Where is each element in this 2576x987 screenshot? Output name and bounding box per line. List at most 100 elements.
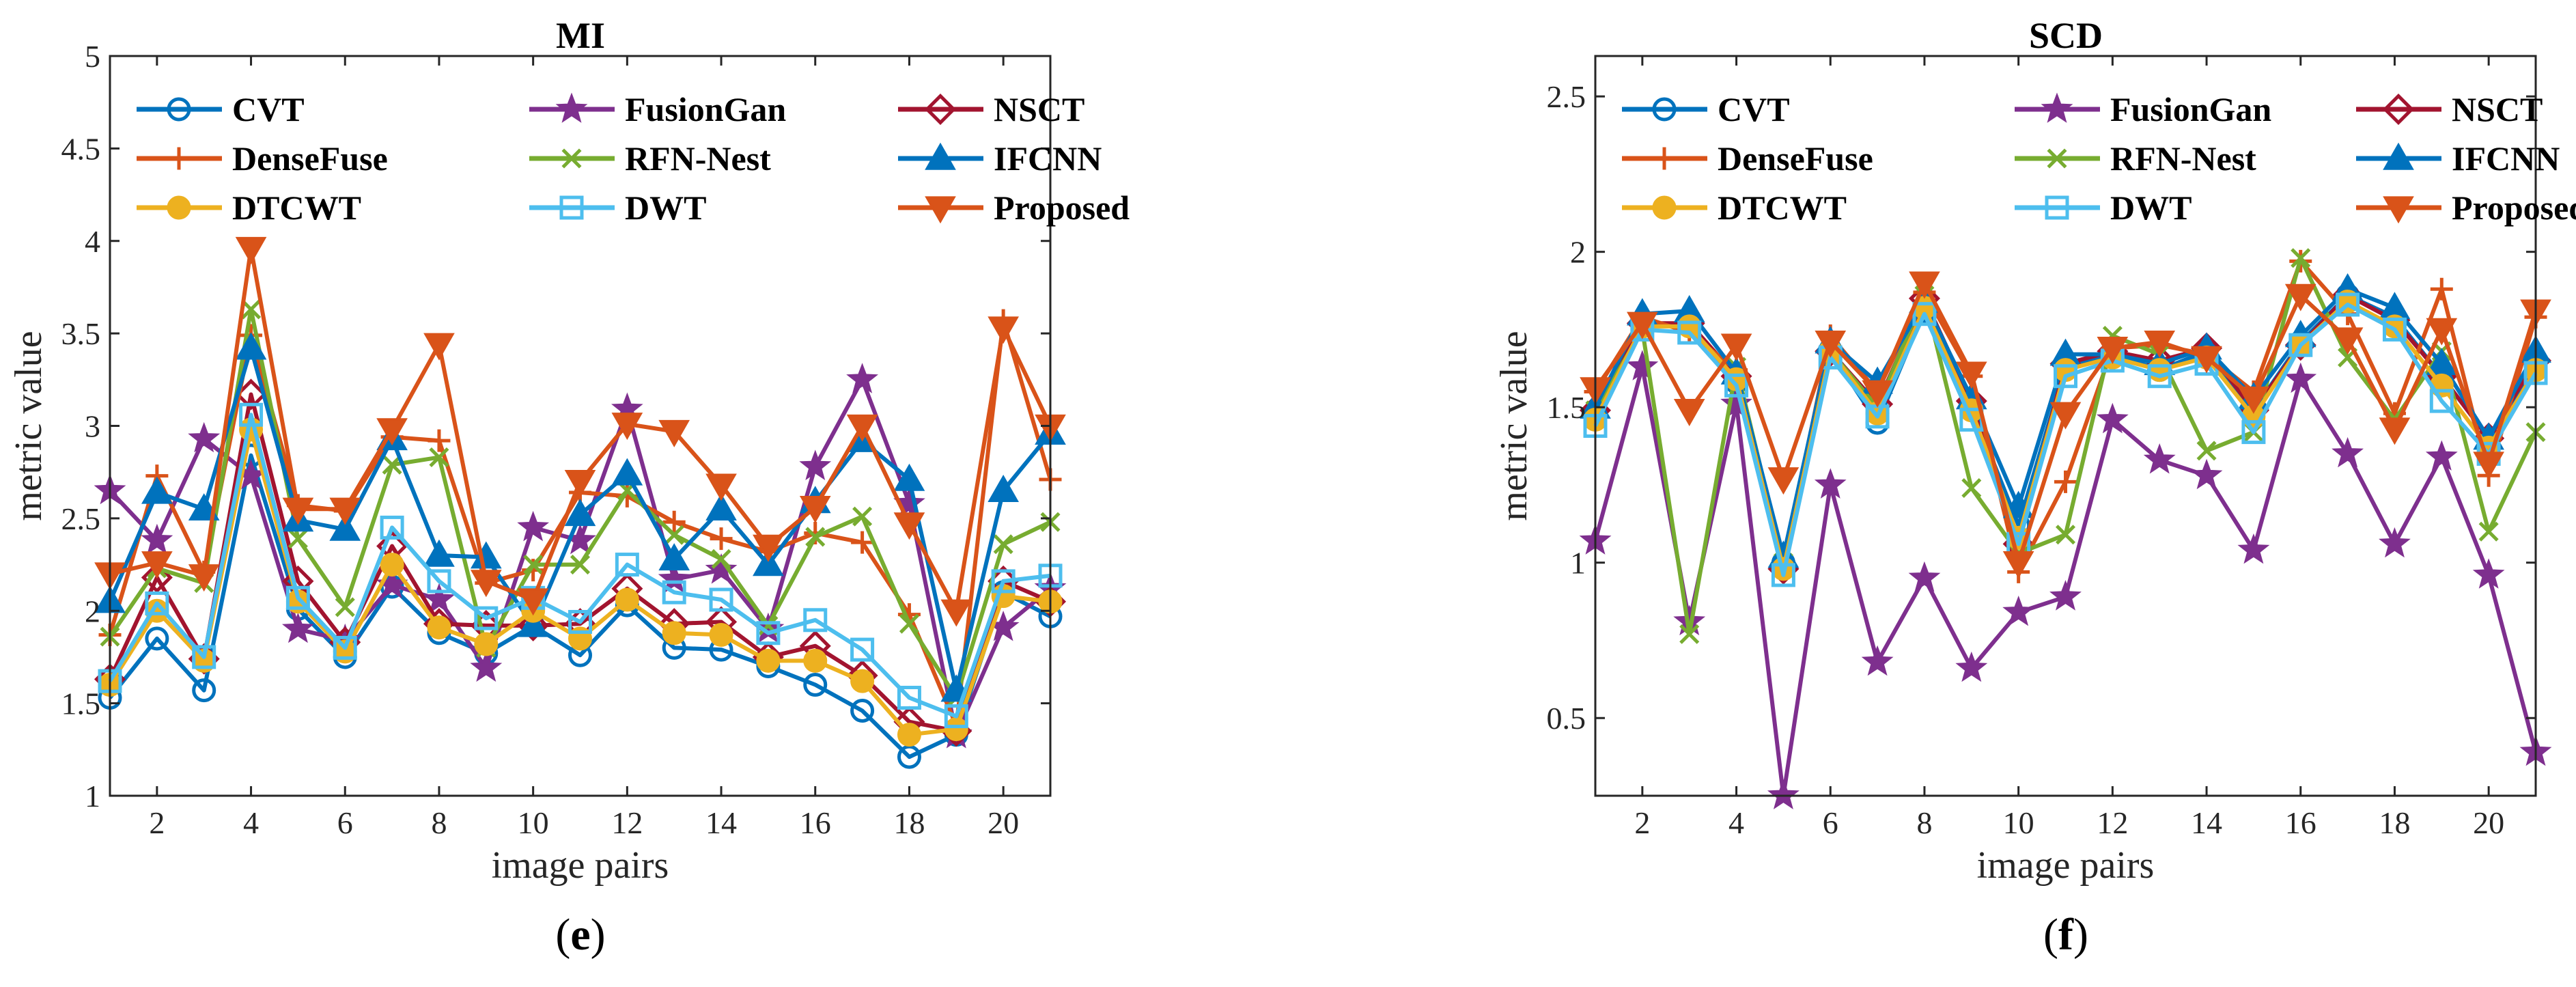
figure-caption: (f) — [2043, 910, 2088, 960]
legend-item-proposed: Proposed — [2356, 189, 2576, 227]
data-point — [335, 597, 355, 617]
legend-marker — [559, 195, 584, 220]
legend-item-nsct: NSCT — [898, 90, 1084, 128]
data-point — [658, 543, 690, 571]
data-point — [188, 564, 220, 592]
data-point — [2190, 458, 2223, 490]
data-point — [897, 723, 921, 747]
legend-marker — [2382, 93, 2415, 126]
series-ifcnn — [94, 332, 1066, 702]
data-point — [2097, 337, 2129, 365]
data-point — [288, 529, 308, 549]
data-point — [1767, 467, 1800, 495]
series-proposed — [94, 236, 1066, 627]
data-point — [1720, 333, 1752, 361]
data-point — [2332, 327, 2364, 355]
data-point — [988, 316, 1019, 344]
data-point — [2473, 451, 2504, 479]
data-point — [2002, 595, 2035, 626]
y-tick-label: 5 — [85, 39, 100, 74]
data-point — [611, 413, 643, 441]
data-point — [993, 534, 1013, 555]
legend-marker — [167, 195, 191, 220]
legend-item-dtcwt: DTCWT — [1622, 189, 1847, 227]
data-point — [564, 470, 596, 497]
legend-marker — [2041, 92, 2073, 123]
data-point — [1815, 330, 1847, 358]
data-point — [517, 609, 549, 641]
data-point — [517, 510, 550, 542]
data-point — [940, 599, 972, 627]
x-tick-label: 10 — [518, 805, 549, 840]
legend-item-rfn-nest: RFN-Nest — [529, 139, 771, 178]
legend-item-proposed: Proposed — [898, 189, 1130, 227]
data-point — [850, 698, 875, 723]
legend-marker — [1652, 195, 1677, 220]
data-point — [239, 402, 264, 427]
y-tick-label: 1.5 — [1547, 390, 1586, 425]
data-point — [376, 418, 408, 446]
data-point — [2425, 440, 2458, 471]
data-point — [753, 534, 784, 562]
data-point — [285, 585, 310, 610]
x-axis-label: image pairs — [1977, 844, 2155, 887]
data-point — [615, 587, 639, 612]
data-point — [2332, 436, 2364, 468]
x-tick-label: 18 — [2379, 805, 2410, 840]
data-point — [333, 635, 357, 660]
data-point — [1861, 645, 1894, 676]
x-tick-label: 14 — [2191, 805, 2222, 840]
axes-box — [1594, 55, 2537, 797]
data-point — [523, 555, 544, 575]
legend-label: RFN-Nest — [625, 139, 771, 178]
x-axis-label: image pairs — [492, 844, 669, 887]
data-point — [1724, 373, 1749, 398]
x-tick-label: 2 — [149, 805, 165, 840]
data-point — [705, 493, 737, 521]
data-point — [423, 539, 455, 567]
y-tick-label: 3.5 — [61, 316, 101, 351]
data-point — [756, 621, 781, 645]
data-point — [427, 569, 451, 594]
y-tick-label: 3 — [85, 409, 100, 444]
legend-item-nsct: NSCT — [2356, 90, 2543, 128]
data-point — [658, 562, 690, 594]
legend-marker — [925, 196, 956, 224]
y-axis-label: metric value — [1493, 331, 1535, 520]
legend-marker — [167, 97, 191, 122]
x-tick-label: 2 — [1634, 805, 1650, 840]
data-point — [899, 613, 919, 634]
data-point — [897, 686, 921, 710]
data-point — [850, 637, 875, 662]
data-point — [145, 626, 169, 651]
data-point — [2143, 443, 2176, 474]
data-point — [893, 512, 925, 540]
data-point — [615, 553, 639, 577]
data-point — [2054, 364, 2077, 389]
x-tick-label: 6 — [1823, 805, 1838, 840]
data-point — [1912, 302, 1937, 326]
data-point — [753, 548, 784, 576]
data-point — [564, 499, 596, 527]
y-tick-label: 0.5 — [1547, 701, 1586, 736]
y-axis-label: metric value — [8, 331, 50, 520]
legend-item-ifcnn: IFCNN — [898, 139, 1102, 178]
data-point — [145, 591, 169, 615]
legend: CVT DenseFuse DTCWT FusionGan RFN-Nest DWT NSC… — [137, 90, 1130, 227]
data-point — [282, 497, 314, 525]
legend-item-ifcnn: IFCNN — [2356, 139, 2560, 178]
x-tick-label: 10 — [2003, 805, 2034, 840]
legend-item-densefuse: DenseFuse — [1622, 139, 1873, 178]
y-tick-label: 2 — [1570, 235, 1586, 270]
data-point — [2049, 580, 2082, 611]
data-point — [944, 717, 968, 742]
legend-marker — [167, 147, 191, 170]
chart-mi: 2 4 6 8 10 12 14 16 18 20 1 1.5 2 2.5 3 3.5 4 4.5 5 MI image… — [8, 15, 1130, 960]
data-point — [2379, 417, 2411, 445]
data-point — [141, 476, 173, 504]
data-point — [423, 333, 455, 361]
legend-label: DenseFuse — [1718, 139, 1873, 178]
legend-label: FusionGan — [2110, 90, 2271, 128]
data-point — [2478, 521, 2499, 542]
